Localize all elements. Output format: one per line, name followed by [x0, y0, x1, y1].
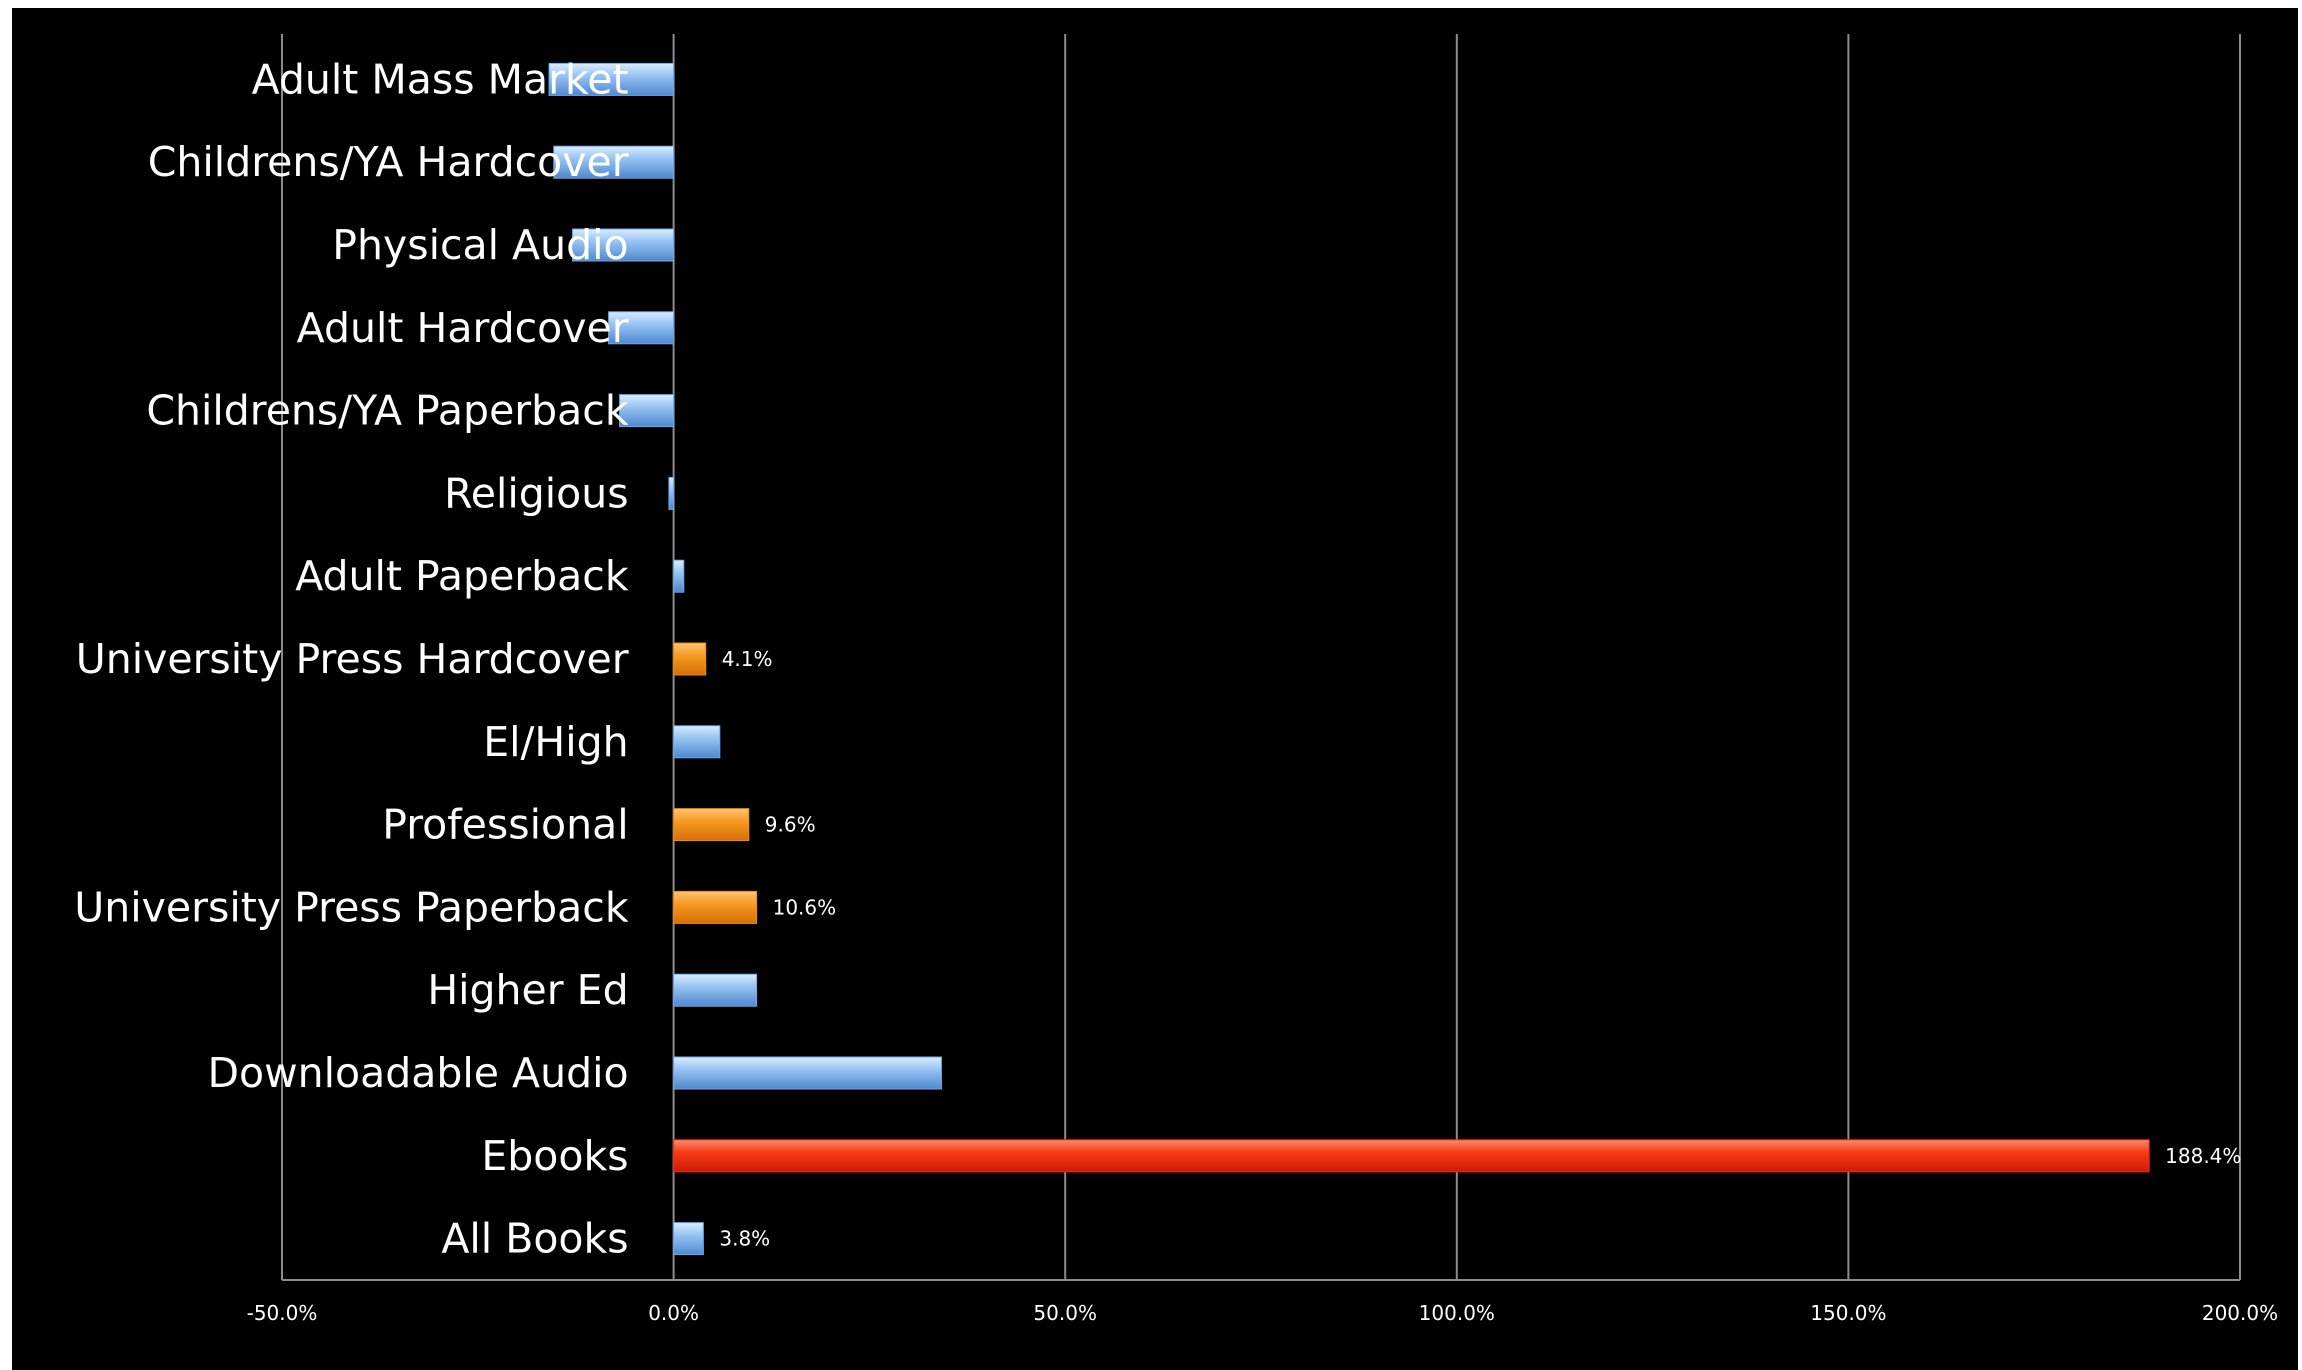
x-tick-label: 0.0% — [648, 1301, 699, 1325]
x-tick-label: 50.0% — [1033, 1301, 1097, 1325]
category-label: All Books — [441, 1215, 628, 1263]
x-tick-label: 200.0% — [2202, 1301, 2278, 1325]
bar — [619, 394, 675, 428]
category-label: Adult Paperback — [295, 552, 629, 600]
bar — [673, 642, 707, 676]
category-label: Adult Mass Market — [252, 55, 629, 103]
category-label: University Press Hardcover — [76, 635, 629, 683]
bar — [608, 311, 675, 345]
data-label: 10.6% — [773, 895, 837, 919]
data-label: 9.6% — [765, 813, 816, 837]
category-label: Downloadable Audio — [207, 1049, 628, 1097]
category-label: Childrens/YA Hardcover — [148, 138, 629, 186]
bar — [673, 808, 750, 842]
category-label: Professional — [382, 801, 628, 849]
category-label: Childrens/YA Paperback — [146, 387, 629, 435]
bar — [673, 725, 721, 759]
bar — [553, 145, 675, 179]
category-label: Ebooks — [481, 1132, 628, 1180]
x-tick-label: -50.0% — [247, 1301, 318, 1325]
x-tick-label: 150.0% — [1810, 1301, 1886, 1325]
data-label: 4.1% — [722, 647, 773, 671]
bar — [673, 973, 758, 1007]
data-label: 3.8% — [719, 1227, 770, 1251]
category-label: Religious — [444, 469, 629, 517]
category-label: University Press Paperback — [74, 883, 629, 931]
category-label: Adult Hardcover — [297, 304, 629, 352]
data-label: 188.4% — [2165, 1144, 2241, 1168]
bar — [673, 1222, 704, 1256]
bar — [668, 476, 675, 510]
category-label: El/High — [483, 718, 628, 766]
bar — [673, 890, 758, 924]
bar — [572, 228, 675, 262]
x-tick-label: 100.0% — [1419, 1301, 1495, 1325]
bar — [548, 62, 675, 96]
category-label: Physical Audio — [332, 221, 628, 269]
category-label: Higher Ed — [427, 966, 628, 1014]
bar — [673, 1056, 942, 1090]
bar — [673, 559, 685, 593]
bar — [673, 1139, 2150, 1173]
